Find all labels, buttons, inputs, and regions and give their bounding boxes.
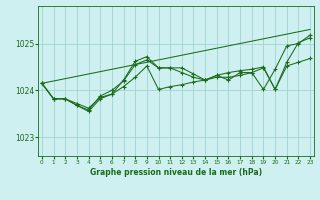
X-axis label: Graphe pression niveau de la mer (hPa): Graphe pression niveau de la mer (hPa) [90,168,262,177]
